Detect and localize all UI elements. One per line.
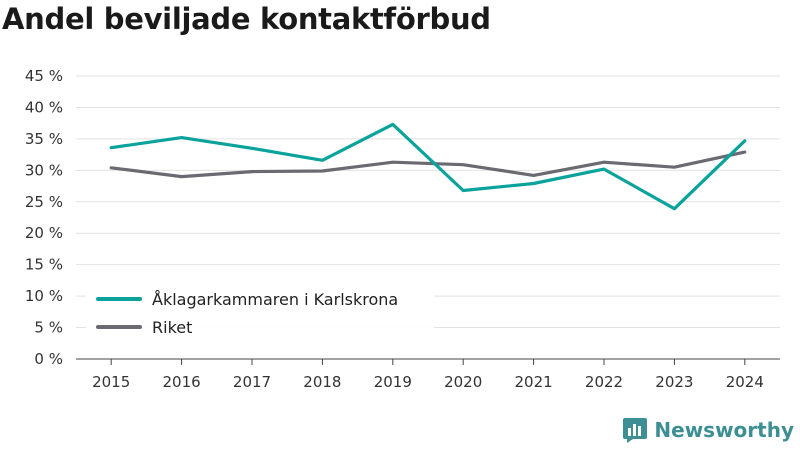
x-tick-label: 2023 [655, 373, 693, 391]
x-tick-label: 2017 [233, 373, 271, 391]
y-tick-label: 35 % [25, 130, 63, 148]
y-tick-label: 20 % [25, 224, 63, 242]
newsworthy-logo-icon [623, 418, 648, 443]
y-tick-label: 45 % [25, 67, 63, 85]
x-tick-label: 2021 [515, 373, 553, 391]
y-tick-label: 15 % [25, 256, 63, 274]
series-line [109, 150, 747, 179]
y-tick-label: 25 % [25, 193, 63, 211]
legend-label: Åklagarkammaren i Karlskrona [152, 290, 398, 309]
y-tick-label: 10 % [25, 287, 63, 305]
y-tick-label: 5 % [34, 319, 63, 337]
legend-background [86, 283, 434, 343]
x-tick-label: 2022 [585, 373, 623, 391]
x-tick-label: 2020 [444, 373, 482, 391]
x-tick-label: 2024 [726, 373, 764, 391]
brand-logo: Newsworthy [622, 416, 794, 444]
legend: Åklagarkammaren i Karlskrona Riket [86, 283, 434, 343]
y-tick-label: 40 % [25, 98, 63, 116]
legend-label: Riket [152, 318, 192, 337]
y-tick-label: 30 % [25, 161, 63, 179]
series-line [109, 122, 747, 211]
x-tick-label: 2015 [92, 373, 130, 391]
x-tick-label: 2016 [163, 373, 201, 391]
chart-title: Andel beviljade kontaktförbud [2, 2, 491, 36]
y-tick-label: 0 % [34, 350, 63, 368]
brand-name: Newsworthy [654, 418, 794, 442]
x-tick-label: 2019 [374, 373, 412, 391]
x-tick-label: 2018 [303, 373, 341, 391]
